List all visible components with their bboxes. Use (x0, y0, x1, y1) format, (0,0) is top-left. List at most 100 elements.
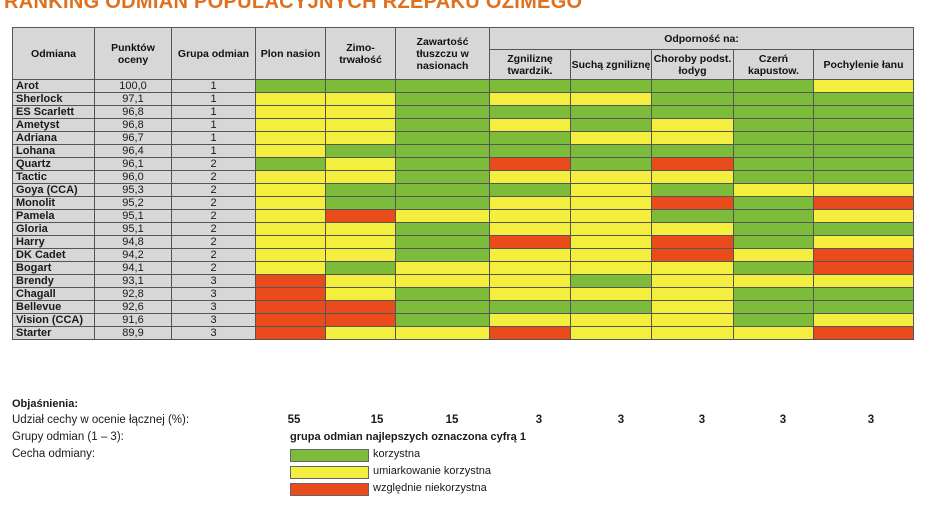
group-value: 2 (171, 248, 256, 262)
rating-cell (325, 248, 396, 262)
rating-cell (395, 261, 490, 275)
rating-cell (733, 274, 814, 288)
rating-cell (812, 196, 915, 210)
rating-cell (651, 196, 734, 210)
rating-cell (325, 261, 396, 275)
rating-cell (570, 118, 652, 132)
rating-cell (395, 274, 490, 288)
rating-cell (812, 79, 915, 93)
rating-cell (489, 170, 571, 184)
legend-item-moderate: umiarkowanie korzystna (373, 465, 491, 477)
points-value: 89,9 (94, 326, 172, 340)
rating-cell (812, 209, 915, 223)
rating-cell (395, 209, 490, 223)
rating-cell (570, 235, 652, 249)
rating-cell (733, 170, 814, 184)
rating-cell (255, 92, 326, 106)
rating-cell (325, 287, 396, 301)
variety-name: Vision (CCA) (12, 313, 95, 327)
variety-name: Bogart (12, 261, 95, 275)
rating-cell (733, 326, 814, 340)
group-value: 2 (171, 183, 256, 197)
rating-cell (255, 118, 326, 132)
rating-cell (489, 274, 571, 288)
rating-cell (570, 274, 652, 288)
variety-name: Sherlock (12, 92, 95, 106)
rating-cell (570, 157, 652, 171)
rating-cell (812, 105, 915, 119)
points-value: 94,8 (94, 235, 172, 249)
table-row: Goya (CCA) 95,3 2 (12, 183, 915, 197)
header-yield: Plon nasion (255, 27, 326, 80)
rating-cell (733, 222, 814, 236)
points-value: 92,8 (94, 287, 172, 301)
table-row: Arot 100,0 1 (12, 79, 915, 93)
header-stem-diseases: Choroby podst. łodyg (651, 49, 734, 80)
table-row: Bellevue 92,6 3 (12, 300, 915, 314)
rating-cell (489, 92, 571, 106)
rating-cell (395, 118, 490, 132)
variety-name: Ametyst (12, 118, 95, 132)
variety-name: ES Scarlett (12, 105, 95, 119)
rating-cell (812, 300, 915, 314)
legend-groups-label: Grupy odmian (1 – 3): (12, 431, 124, 443)
rating-cell (651, 248, 734, 262)
points-value: 94,2 (94, 248, 172, 262)
rating-cell (651, 92, 734, 106)
rating-cell (733, 79, 814, 93)
rating-cell (325, 105, 396, 119)
points-value: 93,1 (94, 274, 172, 288)
rating-cell (255, 287, 326, 301)
rating-cell (733, 157, 814, 171)
rating-cell (489, 79, 571, 93)
table-row: Adriana 96,7 1 (12, 131, 915, 145)
table-row: Ametyst 96,8 1 (12, 118, 915, 132)
rating-cell (570, 196, 652, 210)
rating-cell (255, 170, 326, 184)
group-value: 1 (171, 118, 256, 132)
rating-cell (812, 170, 915, 184)
rating-cell (812, 274, 915, 288)
rating-cell (651, 261, 734, 275)
rating-cell (570, 79, 652, 93)
rating-cell (395, 313, 490, 327)
rating-cell (325, 300, 396, 314)
rating-cell (395, 235, 490, 249)
header-variety: Odmiana (12, 27, 95, 80)
group-value: 2 (171, 196, 256, 210)
group-value: 1 (171, 131, 256, 145)
group-value: 3 (171, 300, 256, 314)
group-value: 1 (171, 79, 256, 93)
rating-cell (395, 105, 490, 119)
rating-cell (570, 144, 652, 158)
header-alternaria: Czerń kapustow. (733, 49, 814, 80)
rating-cell (325, 313, 396, 327)
header-winter-hardiness: Zimo- trwałość (325, 27, 396, 80)
rating-cell (325, 326, 396, 340)
rating-cell (395, 157, 490, 171)
ranking-table: Odmiana Punktów oceny Grupa odmian Plon … (12, 27, 915, 340)
rating-cell (651, 183, 734, 197)
rating-cell (733, 196, 814, 210)
rating-cell (651, 118, 734, 132)
table-row: Sherlock 97,1 1 (12, 92, 915, 106)
rating-cell (812, 313, 915, 327)
points-value: 95,1 (94, 222, 172, 236)
rating-cell (325, 235, 396, 249)
points-value: 95,1 (94, 209, 172, 223)
points-value: 100,0 (94, 79, 172, 93)
rating-cell (489, 248, 571, 262)
rating-cell (570, 300, 652, 314)
variety-name: Quartz (12, 157, 95, 171)
variety-name: DK Cadet (12, 248, 95, 262)
rating-cell (651, 300, 734, 314)
table-row: Pamela 95,1 2 (12, 209, 915, 223)
rating-cell (255, 157, 326, 171)
variety-name: Monolit (12, 196, 95, 210)
rating-cell (489, 209, 571, 223)
rating-cell (812, 157, 915, 171)
rating-cell (733, 300, 814, 314)
rating-cell (570, 261, 652, 275)
header-fat-content: Zawartość tłuszczu w nasionach (395, 27, 490, 80)
points-value: 96,1 (94, 157, 172, 171)
